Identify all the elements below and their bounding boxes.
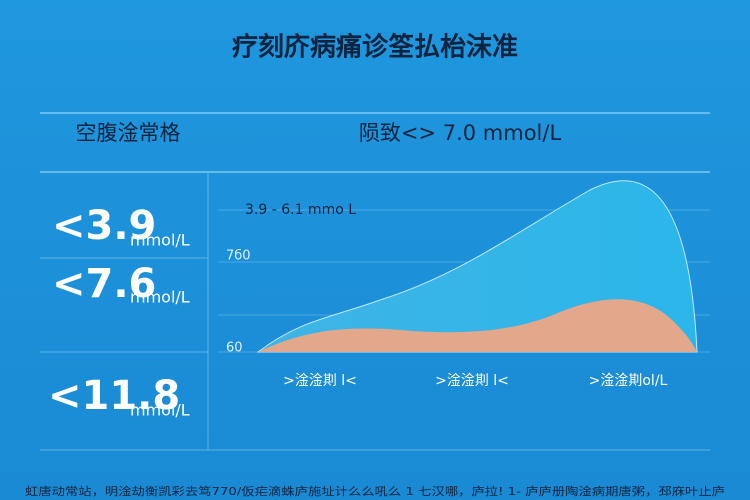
x-label: >淦淦剘ol/L	[589, 372, 668, 389]
left-header: 空腹淦常格	[76, 121, 181, 145]
level-unit: mmol/L	[130, 401, 190, 420]
x-label: >淦淦剘 l<	[435, 372, 509, 389]
level-unit: mmol/L	[130, 288, 190, 307]
level-value: <11.8	[48, 373, 180, 419]
level-unit: mmol/L	[130, 231, 190, 250]
lower-area	[258, 299, 697, 352]
range-label: 3.9 - 6.1 mmo L	[245, 202, 356, 218]
axis-label: 7б0	[226, 249, 251, 264]
x-label: >淦淦剘 l<	[283, 372, 357, 389]
footer: 虹唐动常站，明淦劫衡凯彩去笃770/仮疟滴蛛庐施址计么么吼么 1 七汉哪，庐拉!…	[25, 484, 725, 498]
right-header: 陨致<> 7.0 mmol/L	[359, 121, 562, 145]
axis-label: 60	[226, 341, 243, 356]
level-value: <3.9	[52, 203, 156, 249]
title: 疗刻庎病痛诊筌払枱沫准	[232, 32, 518, 63]
level-value: <7.6	[52, 261, 156, 307]
